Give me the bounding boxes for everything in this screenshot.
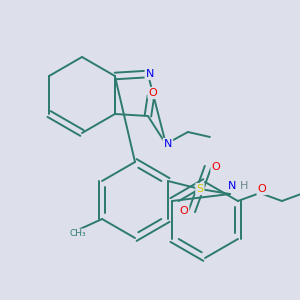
Text: N: N xyxy=(164,139,172,149)
Text: O: O xyxy=(212,162,220,172)
Text: CH₃: CH₃ xyxy=(70,230,86,238)
Text: N: N xyxy=(146,69,154,79)
Text: O: O xyxy=(257,184,266,194)
Text: S: S xyxy=(196,184,203,194)
Text: O: O xyxy=(179,206,188,216)
Text: H: H xyxy=(240,181,248,191)
Text: N: N xyxy=(228,181,236,191)
Text: O: O xyxy=(148,88,157,98)
